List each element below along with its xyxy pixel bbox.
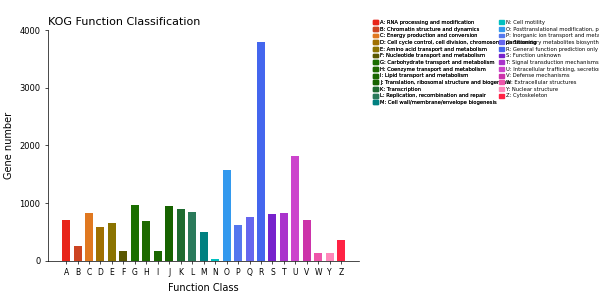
Bar (303, 220, 311, 261)
Legend: A: RNA processing and modification, B: Chromatin structure and dynamics, C: Ener: A: RNA processing and modification, B: C… (371, 18, 539, 107)
Bar (314, 253, 322, 261)
Y-axis label: Gene number: Gene number (4, 112, 14, 179)
Bar (119, 251, 128, 261)
Bar (108, 223, 116, 261)
Bar (74, 246, 81, 261)
Bar (154, 251, 162, 261)
Bar (165, 206, 173, 261)
Bar (223, 170, 231, 261)
Bar (131, 205, 139, 261)
Bar (177, 209, 184, 261)
Bar (143, 221, 150, 261)
Bar (96, 227, 104, 261)
Bar (337, 241, 345, 261)
Bar (85, 213, 93, 261)
Bar (291, 156, 300, 261)
X-axis label: Function Class: Function Class (168, 283, 239, 293)
Bar (199, 232, 208, 261)
Bar (62, 220, 70, 261)
Bar (188, 212, 196, 261)
Bar (268, 214, 277, 261)
Bar (257, 42, 265, 261)
Bar (234, 225, 242, 261)
Bar (280, 213, 288, 261)
Bar (211, 259, 219, 261)
Text: KOG Function Classification: KOG Function Classification (48, 17, 200, 27)
Legend: N: Cell motility, O: Posttranslational modification, protein turnover, chaperone: N: Cell motility, O: Posttranslational m… (497, 18, 599, 101)
Bar (326, 253, 334, 261)
Bar (246, 217, 253, 261)
